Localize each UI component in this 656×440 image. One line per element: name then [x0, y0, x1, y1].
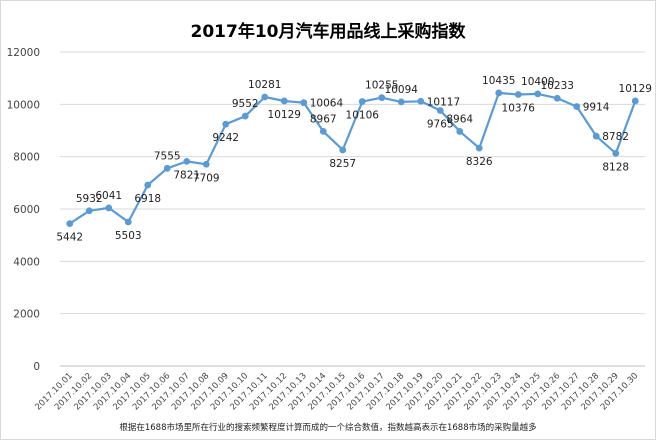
data-label: 10435: [482, 75, 515, 87]
data-label: 10233: [541, 80, 574, 92]
data-point: [163, 164, 171, 172]
data-label: 7821: [173, 169, 200, 181]
data-point: [202, 160, 210, 168]
data-point: [66, 220, 74, 228]
data-point: [534, 90, 542, 98]
chart-title: 2017年10月汽车用品线上采购指数: [190, 22, 466, 42]
data-label: 7555: [154, 150, 181, 162]
data-point: [241, 112, 249, 120]
data-label: 8967: [310, 113, 337, 125]
data-point: [222, 120, 230, 128]
data-point: [475, 144, 483, 152]
data-label: 9242: [212, 132, 239, 144]
data-label: 10106: [346, 110, 380, 122]
data-point: [495, 89, 503, 97]
data-point: [592, 132, 600, 140]
y-tick-label: 8000: [13, 152, 40, 164]
data-point: [300, 99, 308, 107]
data-point: [573, 103, 581, 110]
data-markers: [66, 89, 639, 228]
data-label: 9765: [427, 118, 454, 130]
data-point: [553, 94, 561, 102]
data-label: 8326: [466, 156, 493, 168]
chart-footnote: 根据在1688市场里所在行业的搜索频繁程度计算而成的一个综合数值，指数越高表示在…: [119, 423, 537, 433]
data-label: 10400: [521, 76, 554, 88]
data-label: 9914: [583, 102, 610, 114]
y-tick-label: 0: [33, 361, 40, 373]
data-label: 10129: [268, 109, 301, 121]
data-label: 10129: [619, 83, 652, 95]
data-point: [514, 91, 522, 98]
data-point: [417, 97, 425, 105]
data-label: 8128: [602, 161, 629, 173]
data-label: 10376: [502, 102, 536, 114]
data-point: [631, 97, 639, 105]
data-point: [612, 149, 620, 157]
data-label: 5503: [115, 230, 142, 242]
data-point: [456, 128, 464, 135]
data-label: 10117: [427, 96, 460, 108]
y-axis: 0 2000 4000 6000 8000 10000 12000: [7, 47, 40, 373]
data-label: 8782: [602, 131, 629, 143]
data-point: [280, 97, 288, 105]
data-label: 10094: [385, 84, 419, 96]
data-label: 5932: [76, 193, 103, 205]
data-point: [124, 218, 132, 226]
data-label: 10255: [365, 80, 398, 92]
data-point: [144, 181, 152, 189]
y-tick-label: 6000: [13, 204, 40, 216]
data-label: 6041: [95, 190, 122, 202]
data-point: [183, 157, 191, 165]
data-point: [105, 204, 113, 212]
x-axis: 2017.10.012017.10.022017.10.032017.10.04…: [33, 371, 640, 412]
data-label: 8257: [329, 158, 356, 170]
data-point: [378, 94, 386, 102]
y-tick-label: 10000: [7, 99, 40, 111]
y-tick-label: 2000: [13, 309, 40, 321]
data-label: 10064: [310, 98, 344, 110]
grid-lines: [60, 51, 645, 367]
data-point: [261, 93, 269, 101]
data-point: [436, 107, 444, 114]
y-tick-label: 12000: [7, 47, 40, 59]
data-label: 8964: [446, 113, 473, 125]
data-point: [85, 207, 93, 215]
y-tick-label: 4000: [13, 256, 40, 268]
data-point: [319, 127, 327, 135]
data-label: 6918: [134, 193, 161, 205]
data-point: [358, 98, 366, 105]
data-label: 10281: [248, 79, 281, 91]
data-label: 5442: [56, 232, 83, 244]
data-label: 9552: [232, 98, 259, 110]
data-point: [339, 146, 347, 154]
data-label: 7709: [193, 172, 220, 184]
data-point: [397, 98, 405, 106]
